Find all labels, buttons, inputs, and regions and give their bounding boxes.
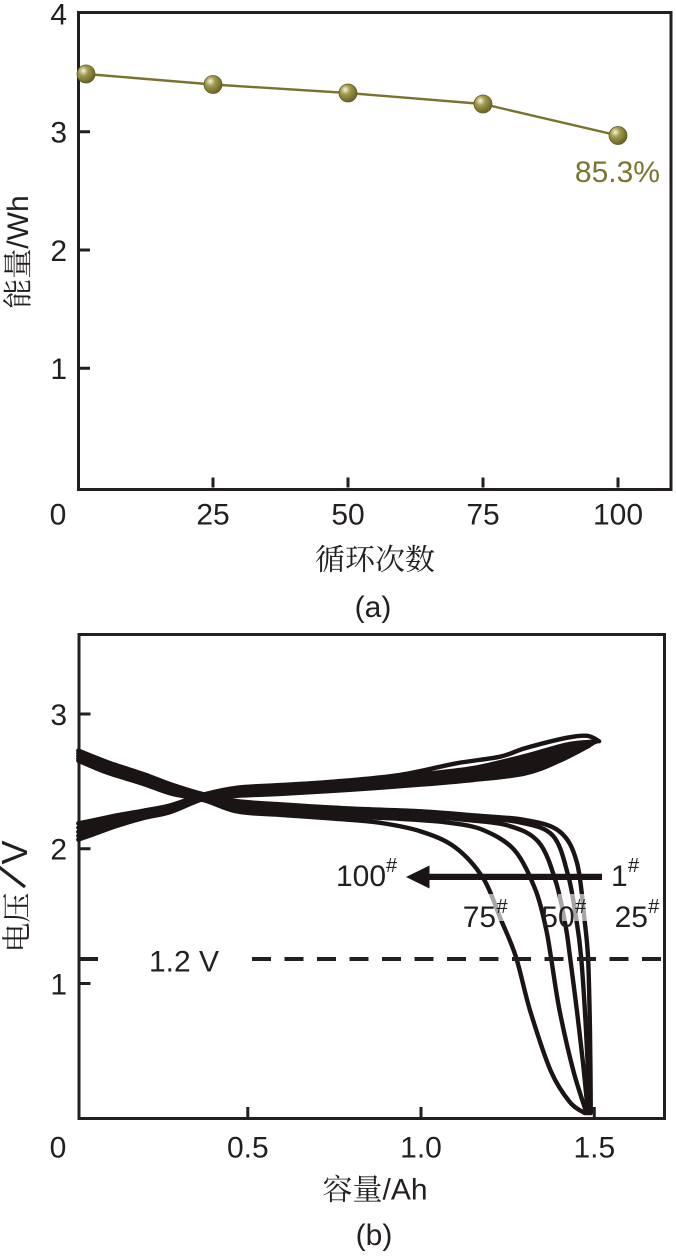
svg-text:0: 0 [50,1131,67,1164]
svg-text:1.0: 1.0 [400,1131,442,1164]
svg-text:2: 2 [50,834,67,867]
svg-text:4: 4 [50,0,67,31]
svg-text:1: 1 [611,860,628,893]
svg-text:1.2 V: 1.2 V [149,946,219,979]
svg-text:/Ah: /Ah [383,1174,428,1207]
svg-text:2: 2 [50,235,67,268]
svg-text:25: 25 [196,499,229,532]
svg-text:25: 25 [615,901,648,934]
svg-text:75: 75 [466,499,499,532]
svg-text:0.5: 0.5 [227,1131,269,1164]
svg-text:/Wh: /Wh [2,195,35,248]
svg-text:100: 100 [336,860,386,893]
svg-text:(a): (a) [355,591,392,624]
svg-text:#: # [386,855,398,877]
svg-text:50: 50 [541,901,574,934]
svg-text:1.5: 1.5 [573,1131,615,1164]
svg-text:(b): (b) [356,1219,393,1252]
svg-text:1: 1 [50,968,67,1001]
svg-text:75: 75 [463,901,496,934]
svg-text:#: # [497,896,509,918]
svg-text:#: # [575,896,587,918]
svg-text:3: 3 [50,117,67,150]
svg-text:#: # [628,855,640,877]
svg-text:50: 50 [331,499,364,532]
svg-text:3: 3 [50,699,67,732]
svg-text:V: V [0,840,35,864]
svg-text:1: 1 [50,353,67,386]
svg-text:85.3%: 85.3% [575,156,660,189]
svg-text:100: 100 [593,499,643,532]
svg-text:0: 0 [50,499,67,532]
svg-text:#: # [648,896,660,918]
